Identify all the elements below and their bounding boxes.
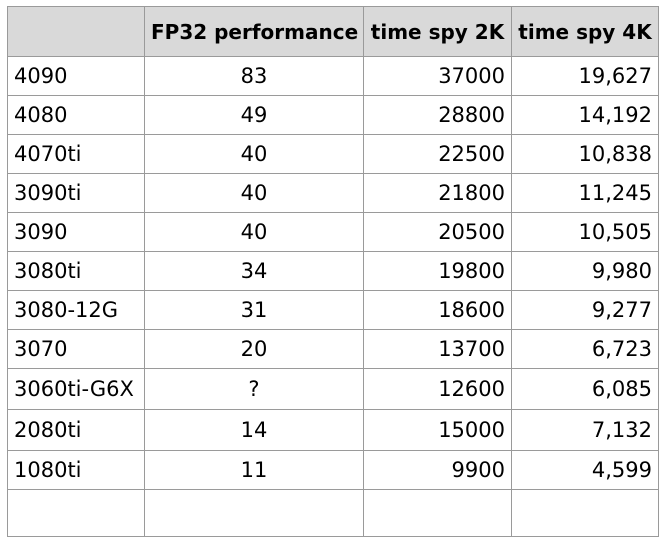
table-row: 3070 20 13700 6,723 <box>7 329 659 369</box>
time-spy-4k-cell: 10,838 <box>511 134 659 174</box>
time-spy-4k-cell: 14,192 <box>511 95 659 135</box>
table-row: 3090 40 20500 10,505 <box>7 212 659 252</box>
header-time-spy-4k: time spy 4K <box>511 6 659 57</box>
table-row: 4080 49 28800 14,192 <box>7 95 659 135</box>
table-row: 2080ti 14 15000 7,132 <box>7 409 659 451</box>
time-spy-4k-cell: 4,599 <box>511 450 659 490</box>
time-spy-2k-cell: 20500 <box>363 212 512 252</box>
fp32-cell: 11 <box>144 450 364 490</box>
time-spy-2k-cell: 9900 <box>363 450 512 490</box>
fp32-cell: 14 <box>144 409 364 451</box>
header-fp32: FP32 performance <box>144 6 364 57</box>
gpu-cell: 4080 <box>7 95 145 135</box>
gpu-cell: 1080ti <box>7 450 145 490</box>
time-spy-4k-cell: 6,085 <box>511 368 659 410</box>
table-header: FP32 performance time spy 2K time spy 4K <box>7 6 659 57</box>
gpu-cell: 3060ti-G6X <box>7 368 145 410</box>
time-spy-2k-cell: 12600 <box>363 368 512 410</box>
time-spy-2k-cell: 15000 <box>363 409 512 451</box>
time-spy-4k-cell: 10,505 <box>511 212 659 252</box>
gpu-cell: 3090ti <box>7 173 145 213</box>
time-spy-4k-cell: 7,132 <box>511 409 659 451</box>
fp32-cell: 34 <box>144 251 364 291</box>
time-spy-2k-cell <box>363 489 512 537</box>
gpu-cell: 4070ti <box>7 134 145 174</box>
header-row: FP32 performance time spy 2K time spy 4K <box>7 6 659 57</box>
time-spy-4k-cell: 9,277 <box>511 290 659 330</box>
header-gpu <box>7 6 145 57</box>
gpu-cell: 3090 <box>7 212 145 252</box>
fp32-cell: 49 <box>144 95 364 135</box>
fp32-cell: ? <box>144 368 364 410</box>
time-spy-2k-cell: 21800 <box>363 173 512 213</box>
gpu-cell <box>7 489 145 537</box>
time-spy-2k-cell: 28800 <box>363 95 512 135</box>
time-spy-4k-cell: 11,245 <box>511 173 659 213</box>
gpu-performance-table: FP32 performance time spy 2K time spy 4K… <box>7 6 659 537</box>
fp32-cell: 83 <box>144 56 364 96</box>
fp32-cell <box>144 489 364 537</box>
fp32-cell: 31 <box>144 290 364 330</box>
time-spy-2k-cell: 18600 <box>363 290 512 330</box>
time-spy-2k-cell: 19800 <box>363 251 512 291</box>
table-row: 4070ti 40 22500 10,838 <box>7 134 659 174</box>
table-row: 4090 83 37000 19,627 <box>7 56 659 96</box>
table-body: 4090 83 37000 19,627 4080 49 28800 14,19… <box>7 56 659 537</box>
fp32-cell: 40 <box>144 212 364 252</box>
fp32-cell: 40 <box>144 173 364 213</box>
time-spy-2k-cell: 13700 <box>363 329 512 369</box>
gpu-cell: 4090 <box>7 56 145 96</box>
table-row: 3080ti 34 19800 9,980 <box>7 251 659 291</box>
table-row: 3060ti-G6X ? 12600 6,085 <box>7 368 659 410</box>
fp32-cell: 40 <box>144 134 364 174</box>
time-spy-4k-cell: 19,627 <box>511 56 659 96</box>
table-row: 3090ti 40 21800 11,245 <box>7 173 659 213</box>
gpu-cell: 3080-12G <box>7 290 145 330</box>
time-spy-4k-cell: 9,980 <box>511 251 659 291</box>
gpu-cell: 2080ti <box>7 409 145 451</box>
header-time-spy-2k: time spy 2K <box>363 6 512 57</box>
table-row: 1080ti 11 9900 4,599 <box>7 450 659 490</box>
gpu-cell: 3080ti <box>7 251 145 291</box>
gpu-cell: 3070 <box>7 329 145 369</box>
table-row-empty <box>7 489 659 537</box>
time-spy-2k-cell: 37000 <box>363 56 512 96</box>
time-spy-2k-cell: 22500 <box>363 134 512 174</box>
time-spy-4k-cell: 6,723 <box>511 329 659 369</box>
fp32-cell: 20 <box>144 329 364 369</box>
time-spy-4k-cell <box>511 489 659 537</box>
table-row: 3080-12G 31 18600 9,277 <box>7 290 659 330</box>
